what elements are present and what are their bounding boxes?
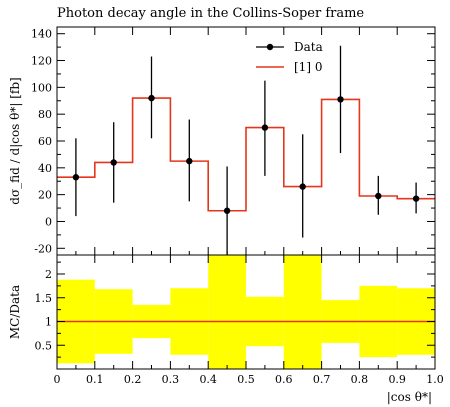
main-marks — [57, 45, 435, 255]
data-point — [299, 183, 306, 190]
main-y-tick-label: 60 — [38, 135, 52, 148]
ratio-uncertainty-band — [208, 255, 246, 369]
ratio-x-tick-label: 0.8 — [351, 373, 369, 386]
ratio-y-tick-label: 1.5 — [35, 292, 53, 305]
main-y-ticks: 140 120 100 80 60 40 20 0 -20 — [31, 27, 436, 255]
ratio-frame — [56, 254, 436, 370]
legend-data-label: Data — [294, 40, 323, 54]
mc-step-line — [57, 97, 435, 212]
legend: Data [1] 0 — [256, 40, 323, 74]
ratio-x-tick-label: 0.3 — [162, 373, 180, 386]
ratio-x-tick-label: 0.9 — [388, 373, 406, 386]
main-y-tick-label: 20 — [38, 189, 52, 202]
main-panel: 140 120 100 80 60 40 20 0 -20 dσ_fid / d|cos θ*|… — [8, 26, 436, 256]
ratio-x-tick-label: 0.2 — [124, 373, 142, 386]
data-point — [72, 174, 80, 181]
data-point — [110, 159, 117, 166]
ratio-x-tick-label: 0.5 — [237, 373, 255, 386]
y-axis-label: dσ_fid / d|cos θ*| [fb] — [8, 77, 22, 204]
main-y-tick-label: 40 — [38, 162, 52, 175]
ratio-uncertainty-band — [283, 255, 322, 369]
main-y-tick-label: 0 — [45, 215, 52, 228]
main-y-tick-label: 80 — [38, 108, 52, 121]
data-point — [186, 157, 193, 165]
ratio-x-tick-label: 0.7 — [313, 373, 331, 386]
ratio-marks — [57, 255, 435, 369]
data-point — [148, 94, 155, 102]
data-point — [412, 195, 420, 202]
main-y-tick-label: -20 — [34, 242, 52, 255]
legend-data-marker — [266, 43, 274, 51]
x-axis-label: |cos θ*| — [387, 390, 432, 404]
ratio-x-tick-label: 0.1 — [86, 373, 104, 386]
data-point — [337, 96, 344, 103]
ratio-x-tick-label: 1.0 — [426, 373, 444, 386]
main-y-tick-label: 100 — [31, 81, 52, 94]
ratio-y-axis-label: MC/Data — [8, 285, 22, 339]
ratio-x-tick-label: 0.6 — [275, 373, 293, 386]
chart-title: Photon decay angle in the Collins-Soper … — [57, 6, 364, 21]
ratio-y-tick-label: 2 — [45, 268, 52, 281]
main-y-tick-label: 120 — [31, 55, 52, 68]
data-point — [223, 207, 231, 214]
ratio-y-tick-label: 0.5 — [35, 339, 53, 352]
ratio-y-tick-label: 1 — [45, 316, 52, 329]
data-point — [375, 192, 382, 200]
main-y-tick-label: 140 — [31, 28, 52, 41]
ratio-panel: 21.510.50 0.1 0.2 0.3 0.4 0.5 0.6 0.7 0.8 0.9 1.0 … — [8, 251, 444, 404]
legend-mc-label: [1] 0 — [294, 60, 322, 74]
ratio-x-tick-label: 0 — [54, 373, 61, 386]
data-point — [261, 124, 269, 131]
ratio-x-tick-label: 0.4 — [199, 373, 217, 386]
